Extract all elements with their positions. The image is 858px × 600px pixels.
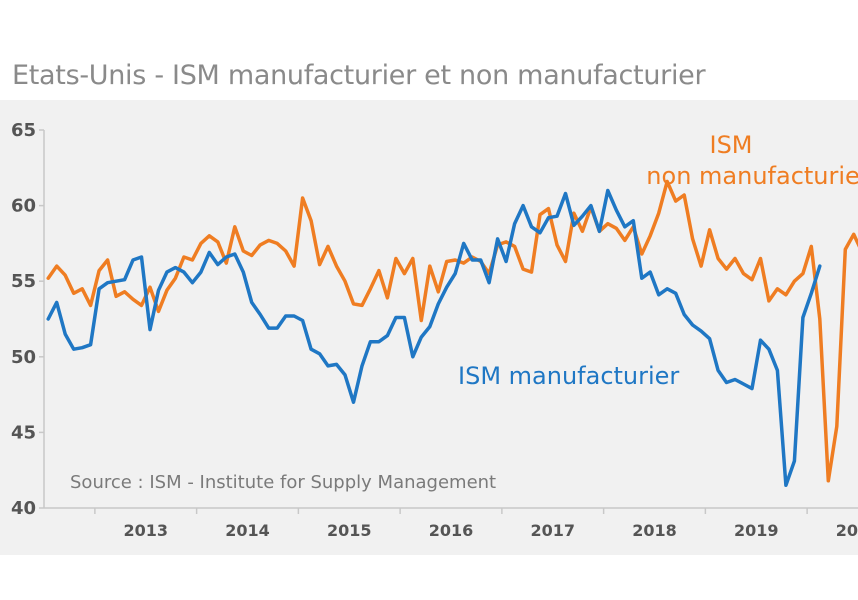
y-tick-label: 60 [11, 196, 36, 217]
y-tick-label: 55 [11, 271, 36, 292]
x-tick-label: 2014 [225, 521, 270, 540]
series-label-ism-non-manufacturier-line2: non manufacturier [646, 162, 858, 190]
x-tick-label: 2017 [530, 521, 575, 540]
x-tick-label: 2018 [632, 521, 677, 540]
series-label-ism-manufacturier: ISM manufacturier [458, 362, 679, 390]
source-annotation: Source : ISM - Institute for Supply Mana… [70, 472, 496, 493]
series-label-ism-non-manufacturier-line1: ISM [709, 131, 752, 159]
x-tick-label: 2016 [429, 521, 474, 540]
series-line-ism-manufacturier [46, 188, 822, 488]
y-tick-label: 40 [11, 498, 36, 519]
y-tick-label: 65 [11, 120, 36, 141]
x-tick-label: 2013 [123, 521, 168, 540]
chart-title: Etats-Unis - ISM manufacturier et non ma… [12, 60, 706, 91]
y-tick-label: 45 [11, 422, 36, 443]
y-tick-label: 50 [11, 347, 36, 368]
x-tick-label: 2019 [734, 521, 779, 540]
x-tick-label: 2015 [327, 521, 372, 540]
x-tick-label: 2020 [836, 521, 858, 540]
series-line-ism-non-manufacturier [46, 179, 858, 483]
